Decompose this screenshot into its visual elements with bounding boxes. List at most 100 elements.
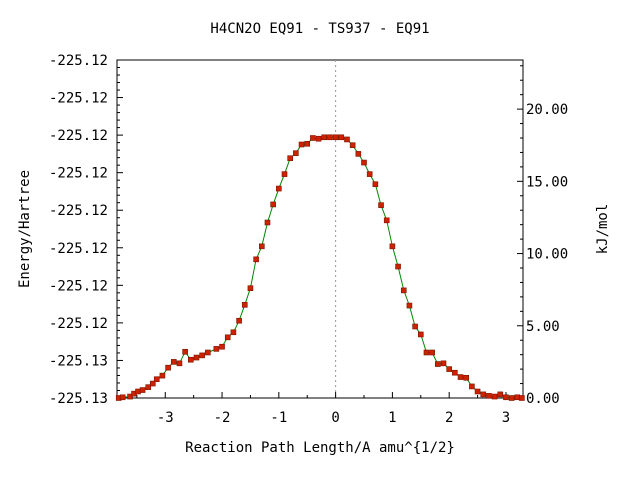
data-point (457, 374, 464, 380)
chart-title: H4CN2O EQ91 - TS937 - EQ91 (210, 21, 429, 37)
data-point (469, 383, 475, 390)
x-axis: -3 -2 -1 0 1 2 3 (136, 392, 510, 426)
data-point (165, 364, 171, 371)
right-tick-label: 20.00 (526, 102, 568, 118)
data-point (349, 142, 356, 149)
data-point (491, 393, 498, 400)
data-point (452, 369, 458, 376)
data-point (400, 287, 407, 294)
data-point (412, 323, 418, 330)
right-y-axis: 0.00 5.00 10.00 15.00 20.00 (517, 65, 568, 407)
data-point (236, 317, 242, 324)
data-point (417, 331, 424, 338)
data-point (298, 141, 305, 148)
data-point (344, 136, 350, 143)
x-axis-label: Reaction Path Length/A amu^{1/2} (185, 440, 455, 456)
data-point (406, 302, 413, 309)
data-point (332, 134, 339, 141)
data-point (423, 349, 430, 356)
data-point (366, 171, 373, 177)
data-point (372, 181, 379, 188)
data-point (378, 202, 384, 208)
data-point (149, 380, 156, 387)
data-point (327, 134, 333, 141)
data-point (224, 334, 231, 341)
data-point (446, 366, 452, 372)
left-tick-label: -225.12 (49, 166, 108, 182)
data-point (361, 159, 367, 166)
data-point (508, 395, 515, 401)
left-tick-label: -225.13 (49, 353, 108, 369)
data-point (139, 387, 146, 393)
data-point (293, 150, 299, 156)
data-point (440, 360, 447, 367)
data-point (219, 343, 225, 350)
data-point (153, 376, 160, 383)
x-tick-label: -1 (270, 410, 287, 426)
left-tick-label: -225.12 (49, 53, 108, 69)
left-y-axis-label: Energy/Hartree (17, 170, 33, 288)
data-point (281, 171, 288, 177)
data-point (287, 155, 293, 162)
data-point (276, 185, 282, 192)
data-point (145, 384, 152, 390)
left-tick-label: -225.12 (49, 91, 108, 107)
left-y-axis: -225.13 -225.13 -225.12 -225.12 -225.12 -225.… (49, 53, 123, 407)
data-point (463, 374, 470, 381)
data-point (119, 394, 126, 401)
data-point (258, 243, 265, 250)
data-point (486, 393, 492, 399)
data-point (355, 151, 362, 157)
plot-frame (116, 59, 524, 399)
data-point (474, 388, 481, 395)
left-tick-label: -225.12 (49, 241, 108, 257)
left-tick-label: -225.13 (49, 391, 108, 407)
data-point (264, 219, 271, 226)
x-tick-label: -2 (214, 410, 231, 426)
right-tick-label: 5.00 (526, 319, 560, 335)
x-tick-label: 3 (502, 410, 510, 426)
left-tick-label: -225.12 (49, 203, 108, 219)
data-point (230, 329, 237, 336)
data-point (176, 360, 183, 367)
data-point (188, 356, 194, 363)
data-point (241, 302, 248, 308)
left-tick-label: -225.12 (49, 316, 108, 332)
data-point (395, 263, 401, 270)
data-point (253, 256, 259, 263)
x-tick-label: 1 (388, 410, 396, 426)
x-tick-label: -3 (157, 410, 174, 426)
data-point (383, 217, 390, 224)
data-point (205, 349, 211, 356)
data-point (270, 201, 276, 208)
data-point (159, 372, 166, 379)
data-point (519, 395, 525, 401)
data-point (389, 243, 396, 250)
data-point (435, 361, 441, 367)
data-point (480, 391, 487, 398)
data-point (310, 135, 316, 141)
series-layer (115, 134, 525, 401)
left-tick-label: -225.12 (49, 128, 108, 144)
data-point (127, 393, 133, 400)
data-point (199, 352, 205, 359)
data-point (338, 134, 345, 141)
data-point (193, 354, 200, 361)
data-point (321, 134, 328, 141)
data-point (497, 391, 504, 398)
series-line (118, 136, 522, 399)
right-y-axis-label: kJ/mol (595, 204, 611, 255)
right-tick-label: 0.00 (526, 391, 560, 407)
data-point (315, 135, 322, 142)
right-tick-label: 10.00 (526, 247, 568, 263)
data-point (213, 346, 220, 352)
x-tick-label: 0 (331, 410, 339, 426)
data-point (429, 349, 435, 356)
data-point (503, 394, 509, 401)
data-point (247, 285, 254, 292)
left-tick-label: -225.12 (49, 278, 108, 294)
plot-area (116, 59, 524, 399)
data-point (304, 140, 311, 147)
data-point (170, 359, 177, 365)
